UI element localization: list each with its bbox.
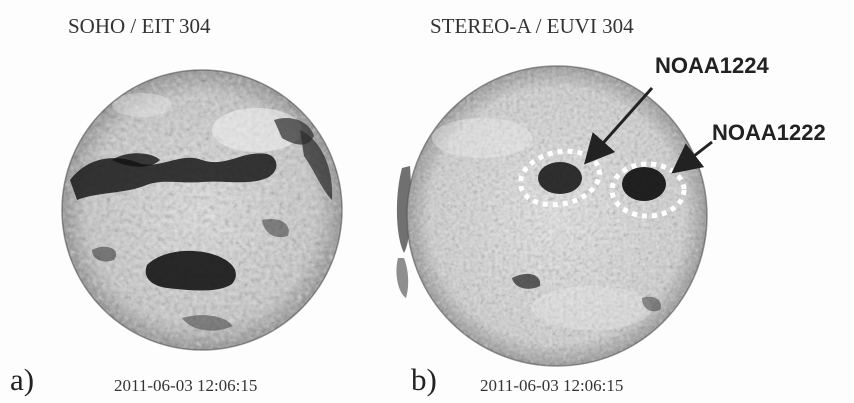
panel-b-timestamp: 2011-06-03 12:06:15 bbox=[480, 376, 624, 395]
panel-a-title: SOHO / EIT 304 bbox=[68, 14, 211, 38]
annotation-noaa1224: NOAA1224 bbox=[655, 53, 769, 78]
panel-a-timestamp: 2011-06-03 12:06:15 bbox=[114, 376, 258, 395]
stereo-a-euvi-304-solar-disk-image bbox=[396, 65, 708, 367]
noaa1224-region-marker bbox=[518, 148, 602, 208]
panel-b-title: STEREO-A / EUVI 304 bbox=[430, 14, 634, 38]
panel-a-label: a) bbox=[10, 362, 35, 397]
panel-b-label: b) bbox=[411, 362, 437, 397]
arrow-noaa1224 bbox=[584, 87, 654, 165]
panel-a: SOHO / EIT 304 bbox=[10, 14, 343, 397]
noaa1222-region-marker bbox=[609, 161, 687, 219]
annotation-noaa1222: NOAA1222 bbox=[712, 120, 826, 145]
arrow-noaa1222 bbox=[671, 140, 713, 174]
soho-eit-304-solar-disk-image bbox=[61, 69, 343, 351]
